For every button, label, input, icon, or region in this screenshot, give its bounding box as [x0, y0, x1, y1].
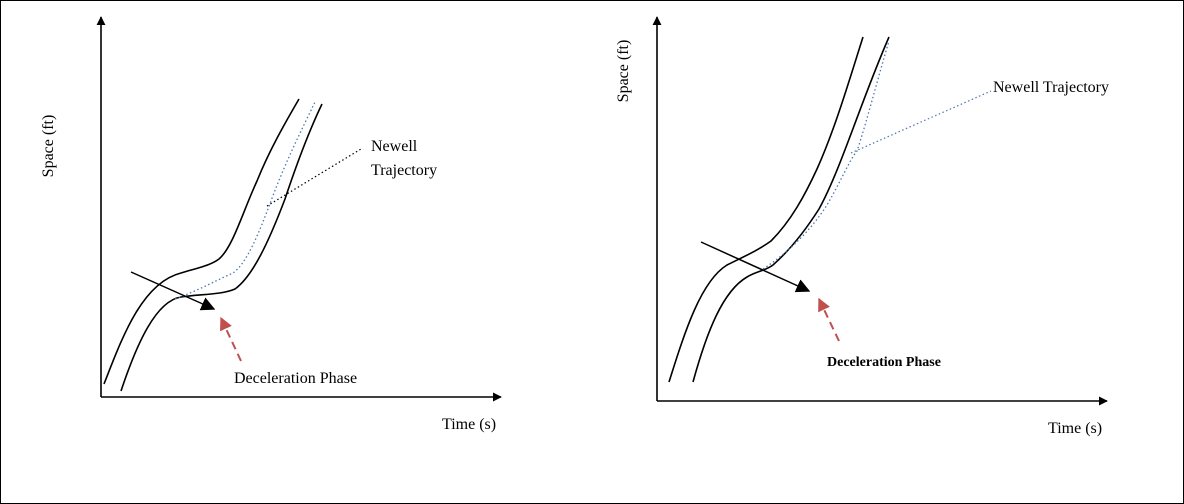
left-newell-annotation-line1: Newell: [371, 138, 418, 155]
right-newell-trajectory: [762, 40, 890, 270]
left-y-axis-label: Space (ft): [40, 115, 57, 178]
right-leader-trajectory: [668, 36, 864, 383]
left-newell-annotation-leader: [266, 148, 362, 207]
left-phase-label: Deceleration Phase: [234, 370, 357, 387]
left-phase-pointer-arrow: [220, 316, 242, 362]
right-deceleration-arrow: [700, 241, 811, 293]
left-newell-annotation-line2: Trajectory: [371, 162, 437, 179]
right-phase-pointer-arrow: [818, 297, 840, 342]
left-deceleration-arrow: [130, 271, 216, 311]
right-newell-annotation-leader: [850, 90, 992, 154]
right-panel: Space (ft) Time (s) Newell Trajectory De…: [615, 16, 1109, 437]
right-y-axis-label: Space (ft): [615, 40, 632, 103]
right-follower-trajectory: [692, 36, 890, 383]
right-phase-label: Deceleration Phase: [827, 355, 941, 370]
left-newell-annotation: Newell Trajectory: [371, 138, 437, 179]
right-x-axis-label: Time (s): [1048, 420, 1102, 437]
right-newell-annotation: Newell Trajectory: [993, 79, 1109, 96]
left-follower-trajectory: [120, 103, 323, 392]
left-leader-trajectory: [103, 98, 300, 385]
left-newell-trajectory: [174, 101, 316, 300]
left-panel: Space (ft) Time (s) Newell Trajectory De…: [40, 16, 502, 433]
left-x-axis-label: Time (s): [442, 416, 496, 433]
